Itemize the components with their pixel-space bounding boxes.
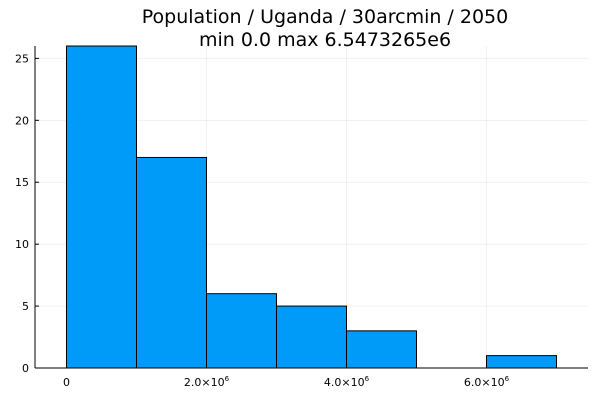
y-tick-label-0: 0 (22, 362, 29, 375)
chart-title-line-2: min 0.0 max 6.5473265e6 (199, 29, 451, 51)
x-tick-label-2: 4.0×106 (324, 375, 370, 389)
histogram-bar-4 (346, 330, 417, 369)
x-tick-label-1: 2.0×106 (184, 375, 230, 389)
x-tick-exponent-2: 6 (365, 375, 370, 383)
histogram-bar-0 (66, 45, 137, 369)
bars (66, 45, 557, 369)
histogram-bar-2 (206, 293, 277, 369)
x-tick-label-3: 6.0×106 (464, 375, 510, 389)
x-tick-exponent-3: 6 (505, 375, 510, 383)
x-tick-label-0: 0 (63, 376, 70, 389)
y-tick-label-5: 25 (15, 52, 29, 65)
y-tick-label-3: 15 (15, 176, 29, 189)
x-tick-labels: 0 2.0×106 4.0×106 6.0×106 (63, 364, 510, 389)
histogram-bar-1 (136, 156, 207, 369)
chart-title-line-1: Population / Uganda / 30arcmin / 2050 (142, 6, 508, 28)
axes (34, 46, 588, 369)
y-tick-label-1: 5 (22, 300, 29, 313)
histogram-bar-6 (486, 355, 557, 369)
y-tick-labels: 0 5 10 15 20 25 (15, 52, 39, 375)
x-tick-exponent-1: 6 (225, 375, 230, 383)
y-tick-label-4: 20 (15, 114, 29, 127)
y-tick-label-2: 10 (15, 238, 29, 251)
histogram-bar-3 (276, 305, 347, 369)
